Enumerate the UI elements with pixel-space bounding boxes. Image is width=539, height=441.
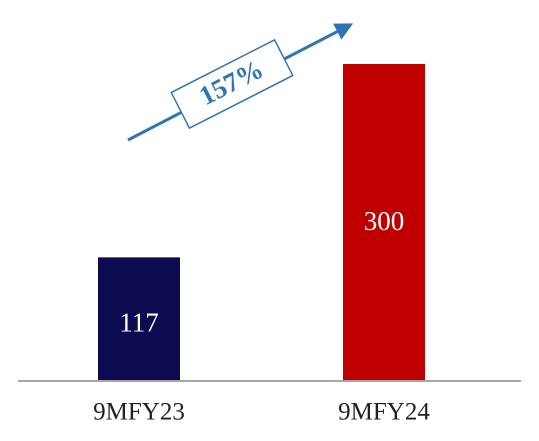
x-tick-label: 9MFY23 xyxy=(93,399,185,426)
value-label: 300 xyxy=(364,206,405,236)
annotation-frame xyxy=(170,38,294,130)
bar xyxy=(98,257,180,381)
x-tick-label: 9MFY24 xyxy=(338,399,430,426)
bar xyxy=(343,64,425,381)
annotation-box: 157% xyxy=(170,38,294,130)
value-label: 117 xyxy=(119,307,159,337)
